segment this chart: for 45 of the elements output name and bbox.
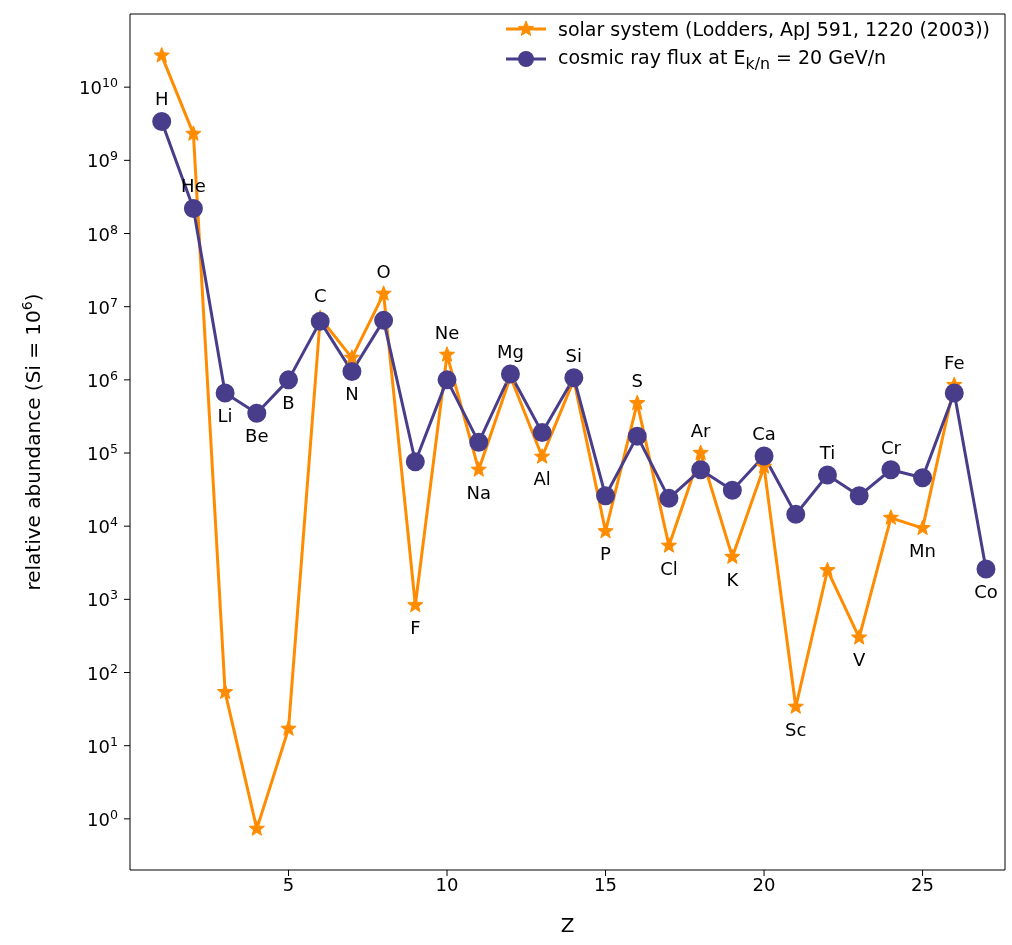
annotation: Li <box>217 404 233 426</box>
x-tick-label: 10 <box>435 873 459 895</box>
annotation: Co <box>974 580 998 602</box>
annotation: Fe <box>944 352 965 374</box>
y-tick-label: 10$^{8}$ <box>87 221 118 245</box>
x-axis-title: Z <box>560 913 575 937</box>
annotation: Ca <box>752 423 776 445</box>
annotation: Al <box>533 468 551 490</box>
y-tick-label: 10$^{10}$ <box>79 74 118 99</box>
y-tick-label: 10$^{0}$ <box>87 806 118 830</box>
annotation: B <box>282 391 295 413</box>
y-tick-label: 10$^{3}$ <box>87 586 118 611</box>
annotation: Na <box>466 481 491 503</box>
y-tick-label: 10$^{6}$ <box>87 367 118 391</box>
x-tick-label: 5 <box>282 873 295 895</box>
y-tick-label: 10$^{5}$ <box>87 440 118 465</box>
annotation: Sc <box>785 718 807 740</box>
x-tick-label: 15 <box>594 873 617 895</box>
annotation: V <box>853 649 866 671</box>
legend-label: solar system (Lodders, ApJ 591, 1220 (2003)) <box>558 18 990 40</box>
annotation: O <box>376 260 391 282</box>
y-tick-label: 10$^{7}$ <box>87 294 118 318</box>
annotation: Si <box>565 344 583 366</box>
y-tick-label: 10$^{9}$ <box>87 147 118 172</box>
annotation: K <box>726 568 740 590</box>
annotation: Ar <box>690 420 712 442</box>
annotation: F <box>410 617 421 639</box>
annotation: Mg <box>496 341 524 363</box>
annotation: P <box>600 543 612 565</box>
annotation: Cl <box>660 557 678 579</box>
x-tick-label: 25 <box>911 873 935 895</box>
y-tick-label: 10$^{4}$ <box>87 513 118 538</box>
legend-label: cosmic ray flux at E$_{k/n}$ = 20 GeV/n <box>558 46 887 73</box>
annotation: Mn <box>909 539 937 561</box>
y-tick-label: 10$^{2}$ <box>87 660 118 684</box>
annotation: Cr <box>880 436 902 458</box>
annotation: C <box>313 285 327 307</box>
annotation: H <box>154 88 169 110</box>
annotation: Ti <box>818 442 836 464</box>
annotation: N <box>345 383 359 405</box>
x-tick-label: 20 <box>752 873 776 895</box>
annotation: Be <box>245 424 269 446</box>
y-tick-label: 10$^{1}$ <box>87 733 118 757</box>
annotation: Ne <box>434 321 460 343</box>
annotation: S <box>631 370 643 392</box>
